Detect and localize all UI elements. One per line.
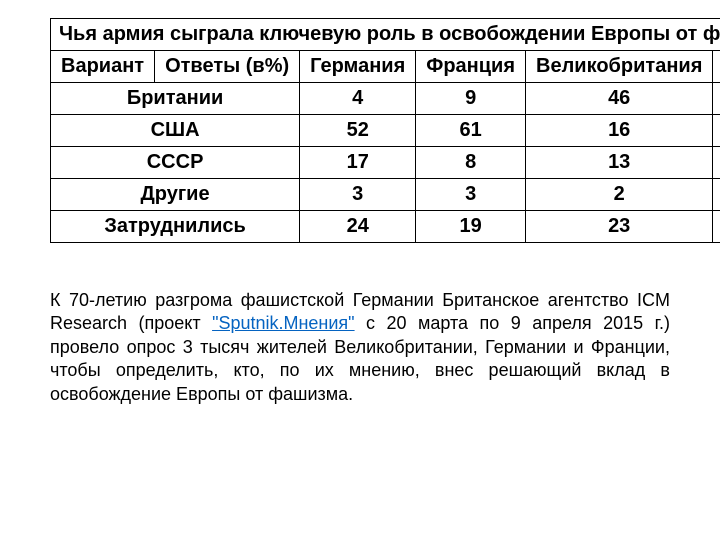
- cell: 19: [416, 211, 526, 243]
- table-row: Другие 3 3 2 2: [51, 179, 720, 211]
- cell: 8: [416, 147, 526, 179]
- table-row: СССР 17 8 13 13: [51, 147, 720, 179]
- col-header: Германия: [300, 51, 416, 83]
- table-title-row: Чья армия сыграла ключевую роль в освобо…: [51, 19, 720, 51]
- caption-paragraph: К 70-летию разгрома фашистской Германии …: [50, 289, 670, 406]
- table-title: Чья армия сыграла ключевую роль в освобо…: [51, 19, 720, 51]
- cell: 61: [416, 115, 526, 147]
- cell: 24: [300, 211, 416, 243]
- col-header: Ответы (в%): [155, 51, 300, 83]
- cell: 3: [300, 179, 416, 211]
- cell: 9: [416, 83, 526, 115]
- table-row: Затруднились 24 19 23 22: [51, 211, 720, 243]
- page: Чья армия сыграла ключевую роль в освобо…: [0, 0, 720, 540]
- row-label: Другие: [51, 179, 300, 211]
- row-label: Британии: [51, 83, 300, 115]
- cell: 4: [300, 83, 416, 115]
- cell: 22: [713, 211, 720, 243]
- cell: 43: [713, 115, 720, 147]
- cell: 3: [416, 179, 526, 211]
- row-label: США: [51, 115, 300, 147]
- cell: 2: [526, 179, 713, 211]
- col-header: Все (в среднем): [713, 51, 720, 83]
- caption-link[interactable]: "Sputnik.Мнения": [212, 313, 355, 333]
- cell: 13: [713, 147, 720, 179]
- table-row: Британии 4 9 46 20: [51, 83, 720, 115]
- cell: 16: [526, 115, 713, 147]
- cell: 46: [526, 83, 713, 115]
- table-row: США 52 61 16 43: [51, 115, 720, 147]
- col-header: Франция: [416, 51, 526, 83]
- row-label: СССР: [51, 147, 300, 179]
- cell: 17: [300, 147, 416, 179]
- cell: 20: [713, 83, 720, 115]
- table-header-row: Вариант Ответы (в%) Германия Франция Вел…: [51, 51, 720, 83]
- cell: 13: [526, 147, 713, 179]
- survey-table: Чья армия сыграла ключевую роль в освобо…: [50, 18, 720, 243]
- col-header: Вариант: [51, 51, 155, 83]
- col-header: Великобритания: [526, 51, 713, 83]
- row-label: Затруднились: [51, 211, 300, 243]
- cell: 2: [713, 179, 720, 211]
- cell: 23: [526, 211, 713, 243]
- cell: 52: [300, 115, 416, 147]
